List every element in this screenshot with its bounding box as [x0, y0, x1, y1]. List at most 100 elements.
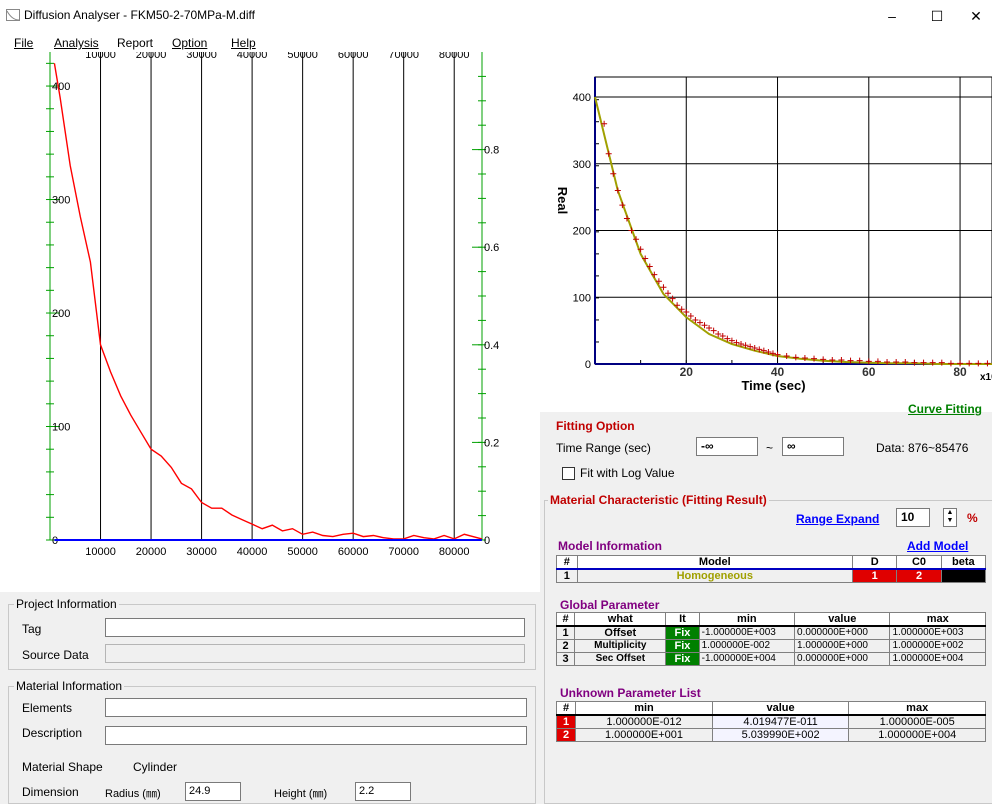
menu-analysis-label: Analysis	[54, 36, 99, 50]
col-max: max	[848, 701, 986, 716]
model-table-header: # Model D C0 beta	[556, 555, 987, 570]
row-value[interactable]: 1.000000E+000	[794, 639, 891, 653]
col-num: #	[555, 701, 577, 716]
time-to-input[interactable]: ∞	[782, 437, 844, 456]
maximize-button[interactable]: ☐	[930, 7, 944, 24]
row-max[interactable]: 1.000000E+003	[889, 625, 986, 640]
unknown-param-table: # min value max 1 1.000000E-012 4.019477…	[555, 701, 986, 742]
x-axis-label: Time (sec)	[741, 378, 805, 393]
log-value-checkbox[interactable]	[562, 467, 575, 480]
data-point	[646, 263, 653, 270]
row-fix-button[interactable]: Fix	[665, 652, 700, 666]
x-tick-label: 80	[953, 365, 967, 379]
data-point	[614, 187, 621, 194]
range-expand-spinner[interactable]: ▲ ▼	[943, 508, 957, 527]
unknown-param-row[interactable]: 1 1.000000E-012 4.019477E-011 1.000000E-…	[555, 714, 986, 729]
data-point	[760, 347, 767, 354]
col-model: Model	[576, 555, 854, 570]
x-tick-label: 70000	[388, 546, 419, 558]
row-value[interactable]: 5.039990E+002	[711, 728, 850, 742]
model-row-c0[interactable]: 2	[896, 568, 942, 583]
radius-label: Radius (㎜)	[105, 788, 161, 800]
y-tick-label: 400	[52, 81, 70, 93]
y-tick-label: 100	[573, 292, 591, 304]
data-point	[957, 360, 964, 367]
data-point	[692, 316, 699, 323]
global-param-row[interactable]: 1 Offset Fix -1.000000E+003 0.000000E+00…	[555, 625, 986, 640]
height-input[interactable]: 2.2	[355, 782, 411, 801]
model-info-heading: Model Information	[558, 539, 662, 553]
menu-file[interactable]: File	[14, 36, 33, 50]
row-fix-button[interactable]: Fix	[665, 639, 700, 653]
data-point	[966, 360, 973, 367]
row-value[interactable]: 0.000000E+000	[794, 652, 891, 666]
description-label: Description	[22, 726, 83, 740]
data-point	[724, 335, 731, 342]
x-tick-label-top: 70000	[388, 52, 419, 61]
row-max[interactable]: 1.000000E-005	[848, 714, 986, 729]
radius-input[interactable]: 24.9	[185, 782, 241, 801]
model-row-name[interactable]: Homogeneous	[576, 568, 854, 583]
add-model-link[interactable]: Add Model	[907, 539, 969, 553]
global-param-row[interactable]: 2 Multiplicity Fix 1.000000E-002 1.00000…	[555, 639, 986, 653]
data-point	[769, 350, 776, 357]
menu-analysis[interactable]: Analysis	[54, 36, 99, 50]
row-max[interactable]: 1.000000E+004	[889, 652, 986, 666]
row-max[interactable]: 1.000000E+004	[848, 728, 986, 742]
row-value[interactable]: 0.000000E+000	[794, 625, 891, 640]
description-input[interactable]	[105, 726, 527, 745]
menu-help[interactable]: Help	[231, 36, 256, 50]
col-num: #	[556, 555, 578, 570]
source-data-input[interactable]	[105, 644, 525, 663]
row-min[interactable]: 1.000000E+001	[575, 728, 713, 742]
row-min[interactable]: 1.000000E-012	[575, 714, 713, 729]
time-from-input[interactable]: -∞	[696, 437, 758, 456]
tag-input[interactable]	[105, 618, 525, 637]
project-info-heading: Project Information	[14, 597, 119, 611]
fitting-plot[interactable]: 20 40 60 80 0 100 200 300 400 Time (sec) x10 Real	[540, 52, 992, 412]
data-point	[669, 295, 676, 302]
row-num[interactable]: 1	[555, 714, 577, 729]
menu-file-label: File	[14, 36, 34, 50]
data-point	[801, 354, 808, 361]
row-fix-button[interactable]: Fix	[665, 625, 700, 640]
range-expand-link[interactable]: Range Expand	[796, 512, 880, 526]
row-num[interactable]: 2	[555, 728, 577, 742]
right-plot-panel: 20 40 60 80 0 100 200 300 400 Time (sec) x10 Real	[540, 52, 992, 412]
model-row-num: 1	[556, 568, 578, 583]
x-tick-label: 30000	[186, 546, 217, 558]
row-max[interactable]: 1.000000E+002	[889, 639, 986, 653]
range-expand-input[interactable]: 10	[896, 508, 930, 527]
global-param-row[interactable]: 3 Sec Offset Fix -1.000000E+004 0.000000…	[555, 652, 986, 666]
left-plot-panel: 10000 10000 20000 20000 30000 30000 40000 40000…	[0, 49, 540, 592]
x-tick-label: 50000	[287, 546, 318, 558]
model-row-beta[interactable]	[940, 568, 987, 583]
data-point	[655, 278, 662, 285]
x-tick-label: 10000	[85, 546, 116, 558]
minimize-button[interactable]: –	[888, 8, 896, 24]
app-icon	[6, 9, 20, 21]
col-beta: beta	[940, 555, 987, 570]
row-min[interactable]: 1.000000E-002	[698, 639, 796, 653]
curve-fitting-link[interactable]: Curve Fitting	[908, 402, 982, 416]
data-point	[893, 358, 900, 365]
model-row-d[interactable]: 1	[852, 568, 898, 583]
menu-option[interactable]: Option	[172, 36, 207, 50]
data-point	[710, 327, 717, 334]
intensity-plot[interactable]: 1000010000200002000030000300004000040000…	[0, 49, 540, 592]
tag-label: Tag	[22, 622, 42, 636]
data-point	[751, 344, 758, 351]
menu-report[interactable]: Report	[117, 36, 154, 50]
data-point	[696, 319, 703, 326]
elements-input[interactable]	[105, 698, 527, 717]
col-max: max	[889, 612, 986, 627]
data-point	[738, 340, 745, 347]
close-button[interactable]: ✕	[970, 7, 982, 24]
model-row[interactable]: 1 Homogeneous 1 2	[556, 568, 987, 583]
row-value[interactable]: 4.019477E-011	[711, 714, 850, 729]
row-min[interactable]: -1.000000E+003	[698, 625, 796, 640]
row-what: Offset	[574, 625, 667, 640]
row-min[interactable]: -1.000000E+004	[698, 652, 796, 666]
data-point	[765, 348, 772, 355]
unknown-param-row[interactable]: 2 1.000000E+001 5.039990E+002 1.000000E+…	[555, 728, 986, 742]
